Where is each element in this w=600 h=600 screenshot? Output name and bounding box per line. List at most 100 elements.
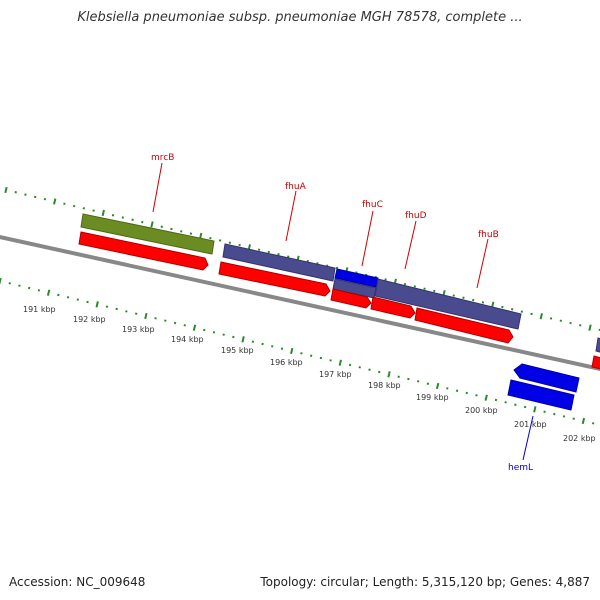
minor-tick xyxy=(397,375,400,378)
scale-label: 195 kbp xyxy=(221,346,254,355)
cds-arrow[interactable] xyxy=(370,296,416,319)
scale-label: 202 kbp xyxy=(563,434,596,443)
minor-tick xyxy=(300,352,303,355)
fhuC-label[interactable]: fhuC xyxy=(362,200,383,210)
major-tick xyxy=(192,324,197,331)
major-tick xyxy=(539,313,543,320)
major-tick xyxy=(150,221,154,228)
minor-tick xyxy=(24,193,27,196)
fhuB-gene-bar[interactable] xyxy=(374,278,522,330)
major-tick xyxy=(53,198,57,205)
minor-tick xyxy=(27,286,31,290)
mrcB-label[interactable]: mrcB xyxy=(151,153,174,163)
minor-tick xyxy=(494,398,498,402)
minor-tick xyxy=(549,317,553,320)
scale-label: 199 kbp xyxy=(416,393,449,402)
minor-tick xyxy=(222,333,225,336)
cds-arrow[interactable] xyxy=(218,261,331,297)
major-tick xyxy=(533,406,537,413)
minor-tick xyxy=(481,301,485,304)
minor-tick xyxy=(134,312,138,315)
minor-tick xyxy=(66,296,70,299)
genome-summary-text: Topology: circular; Length: 5,315,120 bp… xyxy=(260,575,590,589)
major-tick xyxy=(101,209,105,217)
minor-tick xyxy=(455,389,459,392)
minor-tick xyxy=(433,289,436,293)
scale-labels: 191 kbp 192 kbp 193 kbp 194 kbp 195 kbp … xyxy=(23,305,596,443)
major-tick xyxy=(338,359,342,366)
minor-tick xyxy=(8,282,11,285)
gene-labels: mrcB fhuA fhuC fhuD fhuB hemL xyxy=(151,153,534,473)
major-tick xyxy=(581,417,586,425)
fhuD-leader-line xyxy=(404,220,417,270)
fhuA-gene-bar[interactable] xyxy=(222,243,336,282)
cds-arrow[interactable] xyxy=(414,307,514,344)
minor-tick xyxy=(218,239,222,242)
sequence-backbone xyxy=(0,235,600,371)
cds-arrow[interactable] xyxy=(591,355,600,370)
gene-track xyxy=(80,213,600,353)
major-tick xyxy=(46,289,51,296)
outer-tick-track xyxy=(4,186,600,332)
hemL-gene-arrow[interactable] xyxy=(513,363,580,393)
minor-tick xyxy=(160,225,163,228)
fhuA-label[interactable]: fhuA xyxy=(285,182,307,192)
scale-label: 201 kbp xyxy=(514,420,547,429)
minor-tick xyxy=(462,296,465,300)
fhuD-label[interactable]: fhuD xyxy=(405,211,427,221)
hemL-leader-line xyxy=(522,415,534,461)
minor-tick xyxy=(287,255,290,258)
cds-arrow[interactable] xyxy=(330,288,372,309)
cds-arrow[interactable] xyxy=(78,231,209,271)
scale-label: 200 kbp xyxy=(465,406,498,415)
mrcB-leader-line xyxy=(152,162,163,213)
major-tick xyxy=(588,324,592,331)
major-tick xyxy=(484,394,488,401)
accession-text: Accession: NC_009648 xyxy=(9,575,146,589)
minor-tick xyxy=(277,253,280,256)
minor-tick xyxy=(154,317,157,320)
minor-tick xyxy=(579,324,582,327)
cds-track xyxy=(78,231,600,370)
minor-tick xyxy=(271,345,274,348)
minor-tick xyxy=(257,248,261,251)
fhuB-label[interactable]: fhuB xyxy=(478,230,499,240)
hemL-label[interactable]: hemL xyxy=(508,463,533,473)
minor-tick xyxy=(358,366,361,369)
edge-gene-bar[interactable] xyxy=(595,337,600,353)
fhuC-gene-bar[interactable] xyxy=(334,268,379,288)
mrcB-gene-bar[interactable] xyxy=(80,213,215,255)
minor-tick xyxy=(510,308,514,311)
minor-tick xyxy=(173,321,177,325)
minor-tick xyxy=(212,331,216,334)
major-tick xyxy=(144,312,148,320)
minor-tick xyxy=(504,401,507,404)
minor-tick xyxy=(452,294,455,297)
major-tick xyxy=(290,347,294,355)
major-tick xyxy=(241,336,245,343)
minor-tick xyxy=(14,191,17,194)
minor-tick xyxy=(569,321,572,325)
hemL-cds-arrow[interactable] xyxy=(507,379,575,411)
minor-tick xyxy=(43,197,47,201)
minor-tick xyxy=(475,394,478,397)
minor-tick xyxy=(72,204,76,208)
major-tick xyxy=(387,371,391,378)
minor-tick xyxy=(131,218,134,222)
minor-tick xyxy=(228,241,232,244)
fhuA-leader-line xyxy=(285,190,297,242)
minor-tick xyxy=(416,380,420,383)
minor-tick xyxy=(423,287,426,290)
minor-tick xyxy=(251,340,255,343)
minor-tick xyxy=(520,310,524,313)
minor-tick xyxy=(170,227,173,231)
minor-tick xyxy=(189,232,193,235)
minor-tick xyxy=(309,354,313,357)
minor-tick xyxy=(553,412,556,416)
minor-tick xyxy=(426,382,430,385)
minor-tick xyxy=(378,370,381,374)
minor-tick xyxy=(105,305,109,308)
minor-tick xyxy=(543,410,546,413)
minor-tick xyxy=(82,207,86,210)
